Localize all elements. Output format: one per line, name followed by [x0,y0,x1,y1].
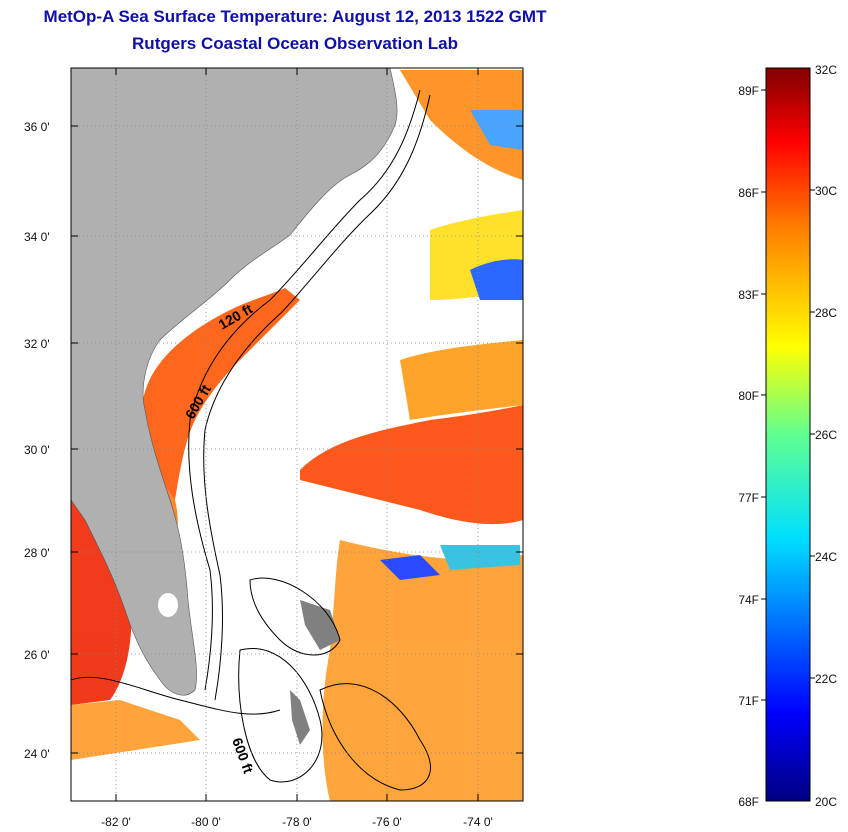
colorbar-celsius-label: 28C [815,306,837,320]
colorbar-fahrenheit-label: 89F [738,84,759,98]
map-panel: 120 ft 600 ft 600 ft [71,68,523,801]
colorbar-fahrenheit-label: 74F [738,593,759,607]
map-subtitle: Rutgers Coastal Ocean Observation Lab [132,34,458,53]
map-title: MetOp-A Sea Surface Temperature: August … [43,7,547,26]
colorbar-celsius-label: 30C [815,184,837,198]
lat-tick-label: 26 0' [24,648,50,662]
graticule [71,68,523,801]
colorbar-celsius-label: 20C [815,795,837,809]
lon-tick-label: -78 0' [282,815,312,829]
lon-tick-label: -76 0' [372,815,402,829]
lat-tick-label: 24 0' [24,747,50,761]
colorbar-fahrenheit-label: 77F [738,491,759,505]
axis-ticks [71,68,523,801]
bahamas-land-2 [300,600,340,650]
lake-okeechobee [158,593,178,617]
depth-contours [71,89,431,791]
lat-tick-label: 32 0' [24,337,50,351]
colorbar [765,67,811,802]
bahamas-land [290,690,310,745]
lat-tick-label: 34 0' [24,230,50,244]
lon-tick-label: -80 0' [191,815,221,829]
lat-tick-label: 30 0' [24,443,50,457]
colorbar-fahrenheit-label: 83F [738,288,759,302]
colorbar-fahrenheit-label: 68F [738,795,759,809]
lon-tick-label: -82 0' [101,815,131,829]
colorbar-celsius-label: 32C [815,63,837,77]
colorbar-celsius-label: 22C [815,672,837,686]
colorbar-celsius-label: 26C [815,428,837,442]
colorbar-ticks [761,89,815,701]
lat-tick-label: 36 0' [24,120,50,134]
colorbar-fahrenheit-label: 80F [738,389,759,403]
colorbar-fahrenheit-label: 86F [738,186,759,200]
sst-field [71,70,523,801]
colorbar-celsius-label: 24C [815,550,837,564]
colorbar-fahrenheit-label: 71F [738,694,759,708]
land-mass [71,68,398,696]
lat-tick-label: 28 0' [24,546,50,560]
lon-tick-label: -74 0' [463,815,493,829]
